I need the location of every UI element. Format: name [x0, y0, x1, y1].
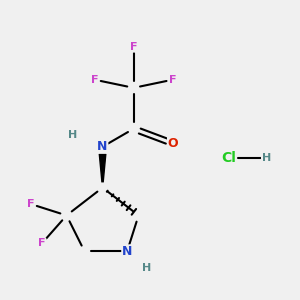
Text: H: H	[68, 130, 78, 140]
Text: F: F	[91, 75, 98, 85]
Text: F: F	[27, 199, 34, 209]
Text: H: H	[142, 263, 152, 273]
Text: O: O	[168, 137, 178, 150]
Text: N: N	[98, 140, 108, 153]
Polygon shape	[99, 154, 106, 182]
Text: F: F	[38, 238, 46, 248]
Text: Cl: Cl	[221, 151, 236, 165]
Text: F: F	[169, 75, 177, 85]
Text: F: F	[130, 42, 137, 52]
Text: N: N	[122, 245, 132, 258]
Text: H: H	[262, 153, 271, 163]
